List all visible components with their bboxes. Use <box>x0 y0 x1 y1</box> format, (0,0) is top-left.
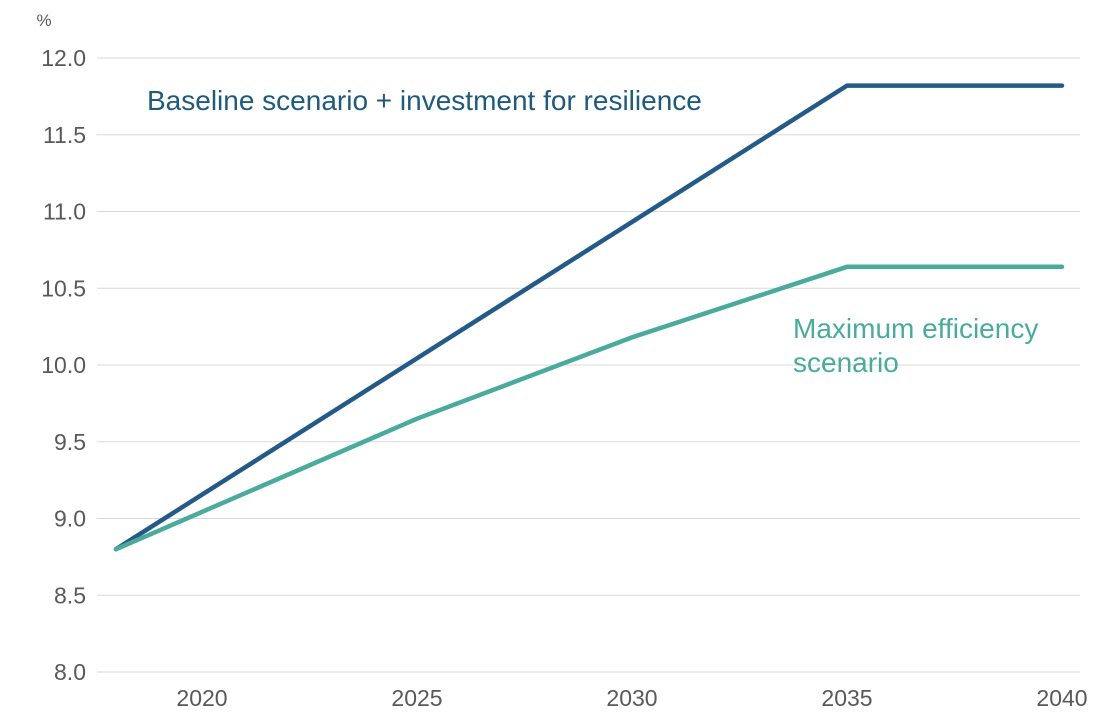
y-tick-label: 9.5 <box>54 429 86 455</box>
series-line-1 <box>113 264 1065 552</box>
y-tick-label: 12.0 <box>41 45 86 71</box>
y-tick-label: 11.5 <box>43 122 86 148</box>
x-tick-label: 2025 <box>391 685 442 711</box>
x-tick-label: 2040 <box>1036 685 1087 711</box>
series-line-0 <box>113 83 1065 552</box>
series-lines <box>113 83 1065 552</box>
y-tick-label: 8.5 <box>54 582 86 608</box>
gridlines <box>97 57 1080 673</box>
max-efficiency-series-label: Maximum efficiency scenario <box>793 313 1038 378</box>
y-tick-label: 10.5 <box>41 275 86 301</box>
y-axis-unit-label: % <box>36 11 51 30</box>
annotation-line: scenario <box>793 347 899 378</box>
x-tick-label: 2020 <box>176 685 227 711</box>
y-tick-label: 9.0 <box>54 506 86 532</box>
x-axis-tick-labels: 2020 2025 2030 2035 2040 <box>176 685 1087 711</box>
baseline-series-label: Baseline scenario + investment for resil… <box>147 85 702 116</box>
annotation-line: Baseline scenario + investment for resil… <box>147 85 702 116</box>
annotation-line: Maximum efficiency <box>793 313 1038 344</box>
x-tick-label: 2030 <box>606 685 657 711</box>
y-tick-label: 11.0 <box>43 199 86 225</box>
y-tick-label: 8.0 <box>54 659 86 685</box>
y-axis-tick-labels: 8.0 8.5 9.0 9.5 10.0 10.5 11.0 11.5 12.0 <box>41 45 86 685</box>
x-tick-label: 2035 <box>821 685 872 711</box>
y-tick-label: 10.0 <box>41 352 86 378</box>
